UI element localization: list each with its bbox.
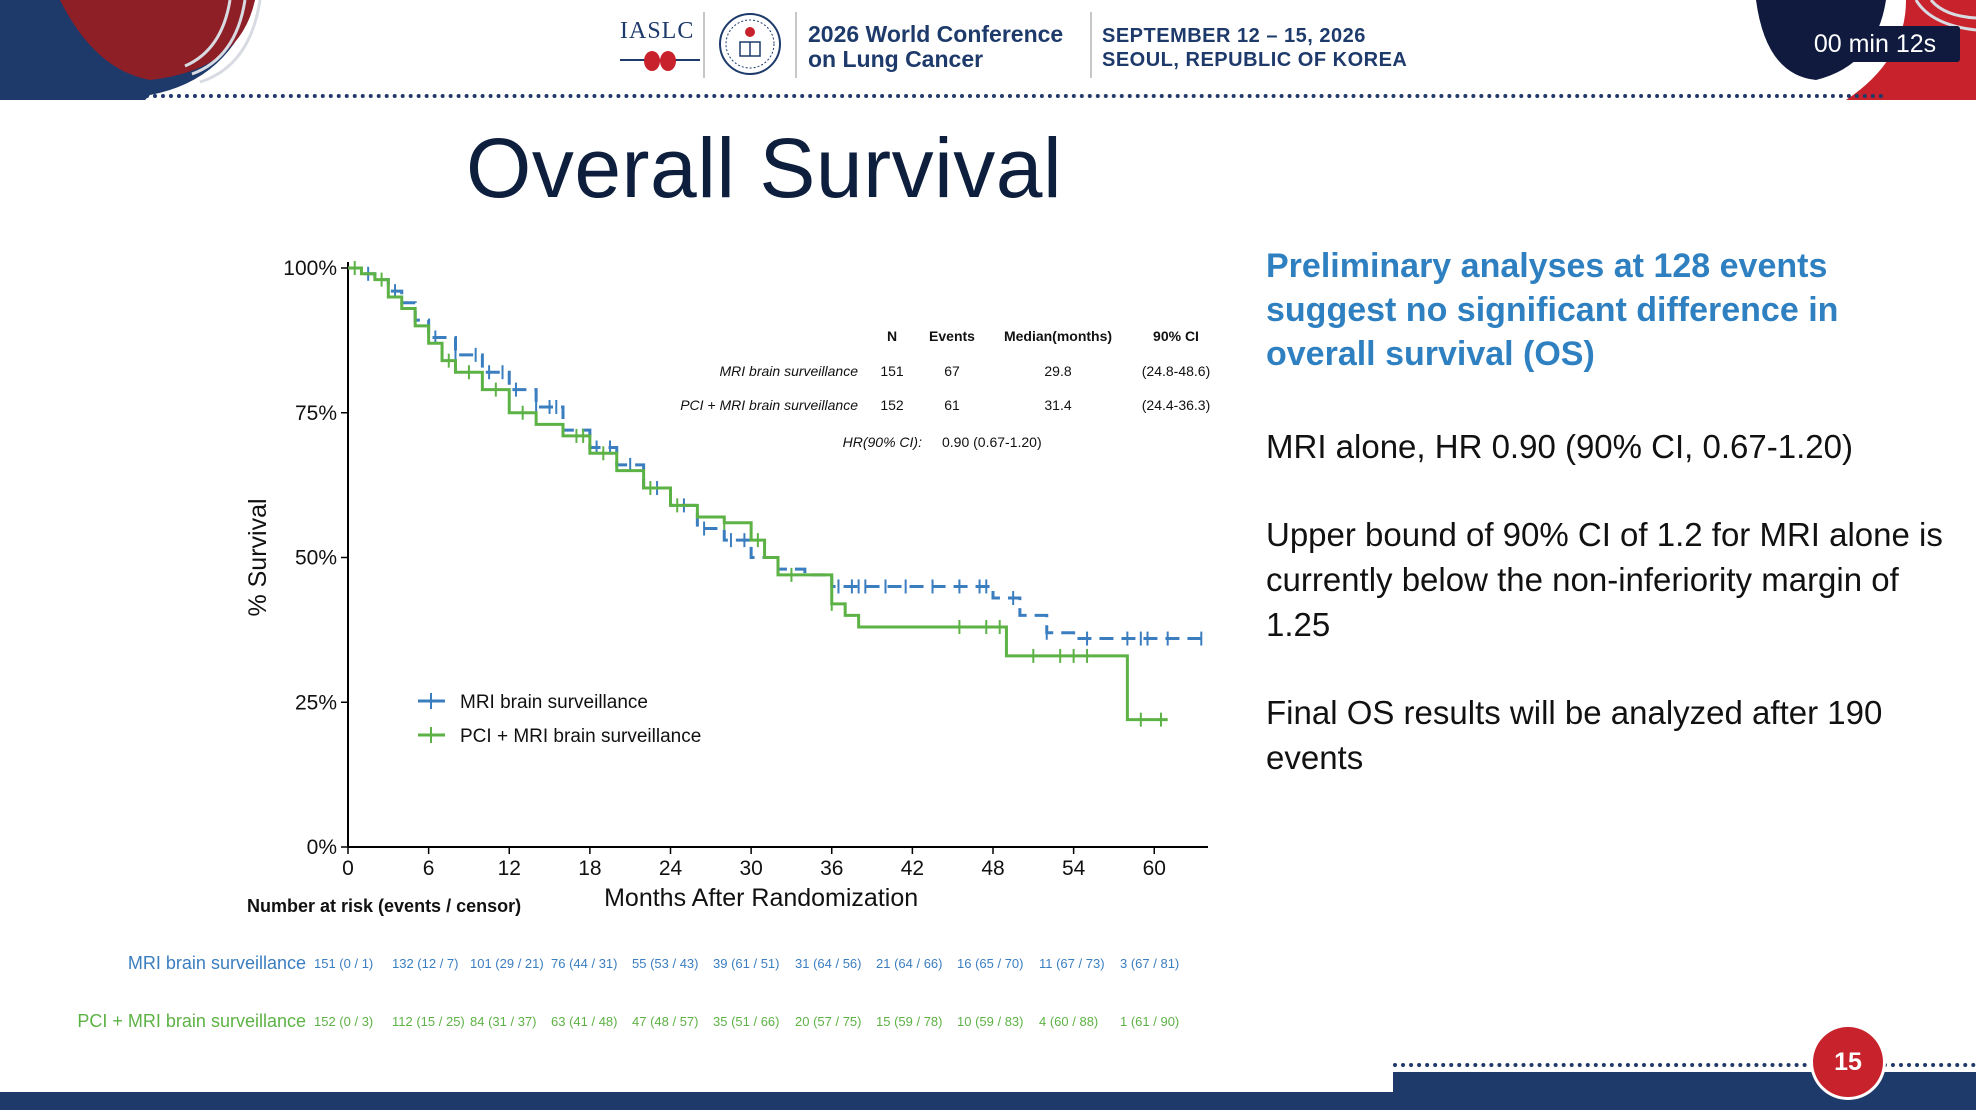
risk-cell-mri: 31 (64 / 56) — [795, 956, 862, 971]
risk-cell-pci: 1 (61 / 90) — [1120, 1014, 1180, 1029]
finding-noninferiority: Upper bound of 90% CI of 1.2 for MRI alo… — [1266, 516, 1943, 643]
conference-date-line: SEPTEMBER 12 – 15, 2026 — [1102, 25, 1366, 47]
risk-row-label-mri: MRI brain surveillance — [127, 953, 306, 973]
conference-location-line: SEOUL, REPUBLIC OF KOREA — [1102, 49, 1408, 71]
x-tick-label: 0 — [342, 857, 354, 880]
x-axis-title: Months After Randomization — [604, 884, 918, 912]
risk-cell-pci: 63 (41 / 48) — [551, 1014, 618, 1029]
y-axis-title: % Survival — [244, 498, 272, 616]
x-tick-label: 6 — [423, 857, 435, 880]
findings-heading: Preliminary analyses at 128 events sugge… — [1266, 247, 1839, 373]
risk-cell-pci: 10 (59 / 83) — [957, 1014, 1024, 1029]
risk-cell-mri: 151 (0 / 1) — [314, 956, 374, 971]
page-number-badge: 15 — [1813, 1027, 1883, 1097]
footer-band — [0, 1092, 1976, 1110]
header-left-decoration — [0, 0, 262, 100]
x-tick-label: 60 — [1143, 857, 1166, 880]
summary-table-row-label: PCI + MRI brain surveillance — [680, 397, 858, 413]
footer-dotted-divider — [1393, 1063, 1976, 1067]
risk-table-title: Number at risk (events / censor) — [247, 896, 521, 916]
summary-table-cell: 152 — [880, 397, 904, 413]
y-tick-label: 25% — [295, 691, 337, 714]
conference-date: SEPTEMBER 12 – 15, 2026 SEOUL, REPUBLIC … — [1102, 24, 1432, 72]
risk-cell-mri: 55 (53 / 43) — [632, 956, 699, 971]
footer-right-band — [1393, 1072, 1976, 1092]
x-tick-label: 18 — [578, 857, 601, 880]
summary-table-cell: (24.4-36.3) — [1142, 397, 1210, 413]
risk-row-label-pci: PCI + MRI brain surveillance — [77, 1011, 306, 1031]
risk-cell-pci: 35 (51 / 66) — [713, 1014, 780, 1029]
conference-seal-icon — [719, 13, 781, 75]
header-dotted-divider — [145, 94, 1885, 98]
risk-cell-mri: 11 (67 / 73) — [1039, 956, 1105, 971]
summary-table-cell: 67 — [944, 363, 960, 379]
conference-title-line1: 2026 World Conference — [808, 21, 1064, 47]
finding-hazard-ratio: MRI alone, HR 0.90 (90% CI, 0.67-1.20) — [1266, 428, 1853, 465]
risk-cell-mri: 21 (64 / 66) — [876, 956, 943, 971]
x-tick-label: 48 — [981, 857, 1004, 880]
conference-title: 2026 World Conference on Lung Cancer — [808, 22, 1088, 72]
summary-table-cell: (24.8-48.6) — [1142, 363, 1210, 379]
series-mri-curve — [348, 266, 1208, 646]
chart-legend: MRI brain surveillance PCI + MRI brain su… — [418, 692, 701, 747]
risk-cell-mri: 101 (29 / 21) — [470, 956, 544, 971]
summary-table-cell: 61 — [944, 397, 960, 413]
session-timer: 00 min 12s — [1790, 26, 1960, 62]
risk-cell-pci: 47 (48 / 57) — [632, 1014, 699, 1029]
risk-cell-pci: 152 (0 / 3) — [314, 1014, 374, 1029]
x-tick-label: 36 — [820, 857, 843, 880]
finding-final-analysis: Final OS results will be analyzed after … — [1266, 694, 1883, 776]
summary-table-header: Median(months) — [1004, 328, 1112, 344]
y-tick-label: 50% — [295, 547, 337, 570]
risk-cell-mri: 39 (61 / 51) — [713, 956, 780, 971]
risk-cell-pci: 112 (15 / 25) — [392, 1014, 465, 1029]
summary-table-header: N — [887, 328, 897, 344]
km-survival-chart: 0 6 12 18 24 30 36 42 48 54 60 0% 25% 50% 75% 100% Month… — [244, 257, 1210, 916]
risk-cell-pci: 15 (59 / 78) — [876, 1014, 943, 1029]
x-tick-label: 12 — [498, 857, 521, 880]
header-separator — [703, 12, 705, 78]
lung-logo-icon — [620, 51, 700, 71]
pci-survival-line — [348, 266, 1168, 722]
summary-table: N Events Median(months) 90% CI MRI brain sur… — [680, 328, 1210, 450]
risk-cell-mri: 132 (12 / 7) — [392, 956, 459, 971]
summary-table-header: 90% CI — [1153, 328, 1199, 344]
summary-table-cell: 151 — [880, 363, 904, 379]
slide-title: Overall Survival — [466, 121, 1063, 215]
x-tick-label: 54 — [1062, 857, 1086, 880]
risk-cell-pci: 20 (57 / 75) — [795, 1014, 862, 1029]
risk-cell-mri: 3 (67 / 81) — [1120, 956, 1180, 971]
header-separator — [795, 12, 797, 78]
y-tick-label: 100% — [283, 257, 337, 280]
header-separator — [1090, 12, 1092, 78]
risk-cell-pci: 4 (60 / 88) — [1039, 1014, 1099, 1029]
mri-survival-line — [348, 266, 1208, 641]
hazard-ratio-value: 0.90 (0.67-1.20) — [942, 434, 1042, 450]
y-tick-label: 0% — [307, 836, 337, 859]
x-tick-label: 30 — [739, 857, 762, 880]
series-pci-curve — [348, 261, 1168, 727]
summary-table-cell: 31.4 — [1044, 397, 1071, 413]
summary-table-cell: 29.8 — [1044, 363, 1071, 379]
x-tick-label: 42 — [901, 857, 924, 880]
y-tick-label: 75% — [295, 402, 337, 425]
legend-label: PCI + MRI brain surveillance — [460, 726, 701, 747]
risk-cell-pci: 84 (31 / 37) — [470, 1014, 537, 1029]
summary-table-header: Events — [929, 328, 975, 344]
legend-label: MRI brain surveillance — [460, 692, 648, 713]
x-tick-label: 24 — [659, 857, 683, 880]
hazard-ratio-label: HR(90% CI): — [843, 434, 922, 450]
summary-table-row-label: MRI brain surveillance — [720, 363, 859, 379]
risk-cell-mri: 16 (65 / 70) — [957, 956, 1024, 971]
risk-cell-mri: 76 (44 / 31) — [551, 956, 618, 971]
conference-title-line2: on Lung Cancer — [808, 46, 984, 72]
iaslc-logo: IASLC — [620, 18, 700, 73]
